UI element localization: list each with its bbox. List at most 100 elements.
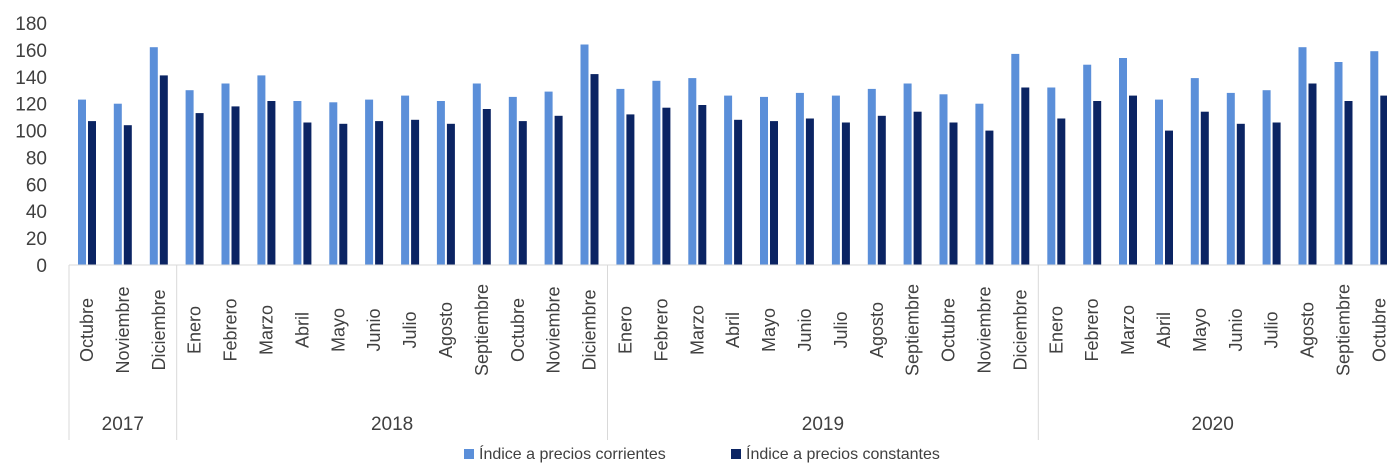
bar-constant-prices xyxy=(770,121,778,265)
bar-current-prices xyxy=(795,92,804,266)
y-tick-label: 120 xyxy=(15,95,47,116)
category-label: Mayo xyxy=(328,308,348,352)
bar-current-prices xyxy=(78,99,86,265)
legend-label-constant: Índice a precios constantes xyxy=(746,444,940,463)
bar-constant-prices xyxy=(1093,101,1102,265)
bar-current-prices xyxy=(401,95,410,265)
category-label: Junio xyxy=(795,308,815,351)
category-label: Octubre xyxy=(508,298,528,362)
category-label: Agosto xyxy=(1298,302,1318,358)
bar-current-prices xyxy=(257,75,266,266)
bar-current-prices xyxy=(185,90,194,265)
bar-current-prices xyxy=(113,103,122,265)
bar-constant-prices xyxy=(375,121,384,265)
y-tick-label: 140 xyxy=(15,68,47,89)
bar-current-prices xyxy=(1226,92,1235,266)
category-label: Abril xyxy=(723,312,743,348)
y-tick-label: 100 xyxy=(15,122,47,143)
category-label: Marzo xyxy=(1118,305,1138,355)
bar-current-prices xyxy=(652,80,661,265)
bar-constant-prices xyxy=(123,125,132,265)
bar-constant-prices xyxy=(303,122,312,265)
bar-current-prices xyxy=(149,47,158,266)
bar-constant-prices xyxy=(1272,122,1281,265)
bar-constant-prices xyxy=(518,121,527,265)
bar-constant-prices xyxy=(626,114,635,266)
bar-constant-prices xyxy=(1057,118,1066,265)
bar-current-prices xyxy=(329,102,338,265)
bar-current-prices xyxy=(760,96,768,266)
bar-constant-prices xyxy=(231,106,240,266)
bar-current-prices xyxy=(365,99,374,265)
bar-current-prices xyxy=(1190,78,1199,265)
bar-current-prices xyxy=(867,88,876,266)
year-label: 2020 xyxy=(1192,414,1234,435)
category-label: Febrero xyxy=(1082,298,1102,361)
category-label: Diciembre xyxy=(1010,289,1030,370)
category-label: Noviembre xyxy=(113,286,133,373)
bar-constant-prices xyxy=(877,115,886,265)
bar-constant-prices xyxy=(734,119,743,265)
bar-constant-prices xyxy=(88,121,96,265)
bar-constant-prices xyxy=(1308,83,1317,265)
bar-current-prices xyxy=(472,83,481,265)
bar-current-prices xyxy=(1047,87,1056,265)
bar-constant-prices xyxy=(662,107,671,265)
bar-current-prices xyxy=(1011,53,1020,266)
bars-group xyxy=(78,44,1387,266)
bar-constant-prices xyxy=(1200,111,1209,265)
bar-current-prices xyxy=(724,95,733,265)
category-label: Julio xyxy=(1262,311,1282,348)
legend-swatch-constant xyxy=(731,449,741,459)
category-label: Marzo xyxy=(687,305,707,355)
category-label: Agosto xyxy=(867,302,887,358)
bar-constant-prices xyxy=(267,101,276,265)
category-label: Julio xyxy=(831,311,851,348)
y-tick-label: 40 xyxy=(26,202,47,223)
bar-constant-prices xyxy=(1165,130,1173,265)
category-label: Febrero xyxy=(221,298,241,361)
category-label: Octubre xyxy=(1369,298,1387,362)
category-label: Noviembre xyxy=(974,286,994,373)
y-tick-label: 20 xyxy=(26,229,47,250)
bar-current-prices xyxy=(1298,47,1307,266)
category-label: Diciembre xyxy=(580,289,600,370)
category-label: Enero xyxy=(185,306,205,354)
bar-current-prices xyxy=(1155,99,1163,265)
bar-current-prices xyxy=(436,101,445,265)
year-label: 2018 xyxy=(371,414,413,435)
bar-current-prices xyxy=(616,88,625,266)
y-tick-label: 60 xyxy=(26,175,47,196)
bar-current-prices xyxy=(544,91,553,265)
category-label: Mayo xyxy=(1190,308,1210,352)
bar-current-prices xyxy=(1334,62,1343,265)
bar-constant-prices xyxy=(698,105,707,265)
bar-constant-prices xyxy=(1344,101,1353,265)
y-tick-label: 160 xyxy=(15,41,47,62)
category-label: Abril xyxy=(292,312,312,348)
bar-constant-prices xyxy=(159,75,168,266)
bar-current-prices xyxy=(1083,64,1092,265)
bar-current-prices xyxy=(1119,58,1127,265)
bar-constant-prices xyxy=(841,122,850,265)
category-label: Noviembre xyxy=(544,286,564,373)
bar-constant-prices xyxy=(985,130,994,265)
bar-current-prices xyxy=(508,96,517,266)
category-label: Septiembre xyxy=(1334,284,1354,376)
bar-constant-prices xyxy=(482,109,491,265)
bar-constant-prices xyxy=(1380,95,1387,265)
bar-current-prices xyxy=(688,78,697,265)
y-tick-label: 0 xyxy=(36,256,47,277)
bar-current-prices xyxy=(975,103,984,265)
bar-constant-prices xyxy=(1129,95,1137,265)
legend-label-current: Índice a precios corrientes xyxy=(479,444,666,463)
bar-constant-prices xyxy=(554,115,563,265)
category-label: Enero xyxy=(1046,306,1066,354)
bar-constant-prices xyxy=(949,122,958,265)
category-label: Junio xyxy=(1226,308,1246,351)
year-label: 2017 xyxy=(102,414,144,435)
bar-constant-prices xyxy=(1236,123,1245,265)
category-label: Diciembre xyxy=(149,289,169,370)
